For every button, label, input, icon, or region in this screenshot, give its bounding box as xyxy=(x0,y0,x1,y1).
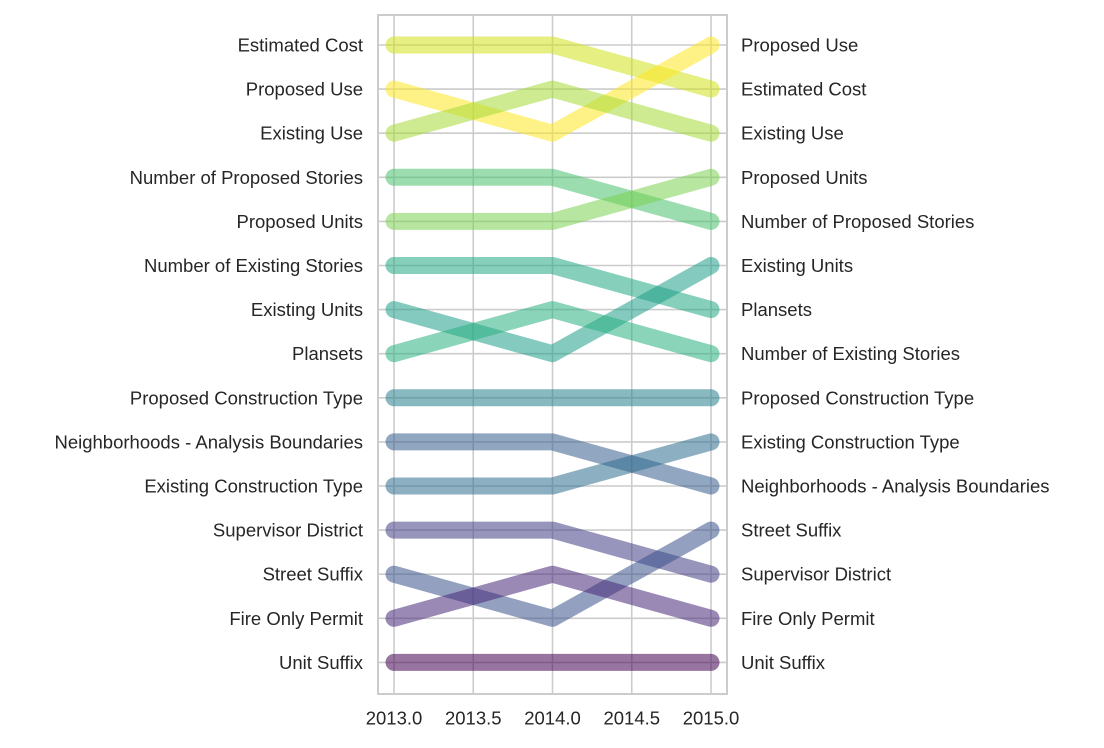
right-rank-label: Plansets xyxy=(741,299,812,320)
right-rank-label: Existing Use xyxy=(741,123,844,144)
left-rank-label: Street Suffix xyxy=(263,564,364,585)
x-tick-labels: 2013.0 2013.5 2014.0 2014.5 2015.0 xyxy=(366,708,740,729)
right-rank-label: Street Suffix xyxy=(741,520,842,541)
x-tick-label: 2014.5 xyxy=(603,708,660,729)
plot-border xyxy=(377,14,728,695)
left-rank-label: Estimated Cost xyxy=(238,35,363,56)
x-tick-label: 2015.0 xyxy=(683,708,740,729)
left-rank-label: Supervisor District xyxy=(213,520,363,541)
series-line xyxy=(385,257,720,363)
left-rank-label: Number of Existing Stories xyxy=(144,255,363,276)
series-line xyxy=(385,565,720,627)
series-line xyxy=(385,168,720,230)
plot-frame xyxy=(377,14,728,695)
left-rank-labels: Estimated Cost Proposed Use Existing Use Nu… xyxy=(54,35,363,673)
left-rank-label: Proposed Use xyxy=(246,79,363,100)
left-rank-label: Proposed Units xyxy=(237,211,363,232)
right-rank-label: Proposed Use xyxy=(741,35,858,56)
left-rank-label: Plansets xyxy=(292,343,363,364)
left-rank-label: Existing Construction Type xyxy=(144,476,363,497)
right-rank-label: Proposed Units xyxy=(741,167,867,188)
right-rank-label: Number of Proposed Stories xyxy=(741,211,974,232)
right-rank-label: Proposed Construction Type xyxy=(741,387,974,408)
left-rank-label: Existing Use xyxy=(260,123,363,144)
series-line xyxy=(385,433,720,495)
series-line xyxy=(385,433,720,495)
right-rank-label: Existing Units xyxy=(741,255,853,276)
right-rank-label: Existing Construction Type xyxy=(741,431,960,452)
x-tick-label: 2013.5 xyxy=(445,708,502,729)
series-line xyxy=(385,80,720,142)
right-rank-label: Number of Existing Stories xyxy=(741,343,960,364)
x-tick-label: 2013.0 xyxy=(366,708,423,729)
left-rank-label: Proposed Construction Type xyxy=(130,387,363,408)
right-rank-labels: Proposed Use Estimated Cost Existing Use Pr… xyxy=(741,35,1050,673)
x-tick-label: 2014.0 xyxy=(524,708,581,729)
left-rank-label: Neighborhoods - Analysis Boundaries xyxy=(54,431,363,452)
left-rank-label: Unit Suffix xyxy=(279,652,364,673)
left-rank-label: Existing Units xyxy=(251,299,363,320)
series-line xyxy=(385,301,720,363)
series-lines xyxy=(385,36,720,671)
right-rank-label: Neighborhoods - Analysis Boundaries xyxy=(741,476,1050,497)
series-line xyxy=(385,521,720,627)
series-line xyxy=(385,168,720,230)
right-rank-label: Supervisor District xyxy=(741,564,891,585)
left-rank-label: Fire Only Permit xyxy=(229,608,363,629)
left-rank-label: Number of Proposed Stories xyxy=(130,167,363,188)
right-rank-label: Unit Suffix xyxy=(741,652,826,673)
series-line xyxy=(385,36,720,142)
right-rank-label: Fire Only Permit xyxy=(741,608,875,629)
right-rank-label: Estimated Cost xyxy=(741,79,866,100)
